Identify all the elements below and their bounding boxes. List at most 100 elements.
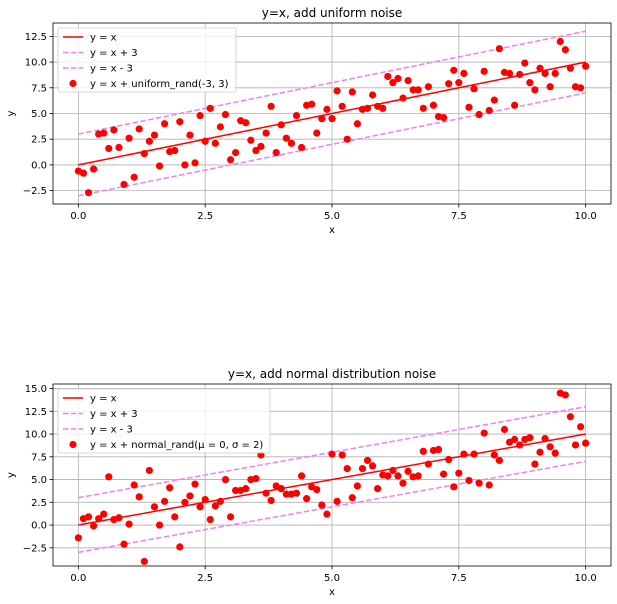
- scatter-point: [490, 451, 498, 459]
- scatter-point: [100, 510, 108, 518]
- scatter-point: [79, 169, 88, 177]
- scatter-point: [161, 497, 169, 505]
- scatter-point: [292, 489, 301, 497]
- x-tick-label: 5.0: [324, 211, 340, 222]
- y-tick-label: 7.5: [31, 83, 47, 94]
- scatter-point: [475, 479, 483, 487]
- x-tick-label: 7.5: [451, 211, 467, 222]
- y-tick-label: 10.0: [25, 58, 47, 69]
- chart-uniform-noise: 0.0 2.5 5.0 7.5 10.0 −2.5 0.0 2.5 5.0 7.5 10.0 12.5…: [6, 6, 612, 236]
- scatter-point: [450, 483, 458, 491]
- scatter-point: [536, 64, 544, 72]
- scatter-point: [262, 489, 270, 497]
- scatter-point: [216, 123, 224, 131]
- scatter-point: [338, 102, 346, 110]
- scatter-point: [455, 79, 463, 87]
- scatter-point: [475, 110, 483, 119]
- scatter-point: [135, 125, 143, 133]
- scatter-point: [318, 115, 326, 123]
- scatter-point: [176, 118, 184, 126]
- scatter-point: [500, 425, 509, 434]
- scatter-point: [495, 456, 503, 465]
- x-tick-label: 0.0: [70, 573, 86, 584]
- scatter-point: [161, 120, 169, 128]
- chart-title: y=x, add uniform noise: [262, 6, 403, 20]
- plot-area: [74, 389, 590, 566]
- scatter-point: [389, 466, 397, 475]
- scatter-point: [455, 469, 463, 477]
- scatter-point: [384, 472, 392, 480]
- legend-label-1: y = x + 3: [90, 409, 138, 420]
- scatter-point: [394, 74, 402, 83]
- scatter-point: [297, 143, 306, 152]
- scatter-point: [211, 502, 219, 510]
- scatter-point: [368, 462, 377, 470]
- plot-area: [74, 30, 590, 197]
- scatter-point: [445, 455, 453, 464]
- scatter-point: [419, 447, 427, 455]
- scatter-point: [440, 114, 448, 122]
- scatter-point: [348, 494, 356, 502]
- scatter-point: [368, 91, 377, 99]
- scatter-point: [232, 486, 240, 495]
- scatter-point: [490, 96, 498, 104]
- legend-swatch-point: [69, 440, 77, 449]
- scatter-point: [84, 189, 93, 197]
- scatter-point: [282, 134, 290, 142]
- scatter-point: [551, 69, 559, 77]
- x-tick-label: 2.5: [197, 573, 213, 584]
- scatter-point: [374, 485, 382, 493]
- scatter-point: [216, 497, 224, 505]
- scatter-point: [221, 475, 230, 484]
- scatter-point: [267, 102, 275, 110]
- scatter-point: [556, 37, 564, 46]
- scatter-point: [277, 485, 285, 493]
- scatter-point: [465, 103, 473, 111]
- y-tick-label: 7.5: [31, 452, 47, 463]
- y-tick-label: 5.0: [31, 475, 47, 486]
- scatter-point: [353, 120, 361, 128]
- x-axis-label: x: [329, 225, 335, 236]
- y-tick-label: 0.0: [31, 521, 47, 532]
- y-tick-label: 5.0: [31, 109, 47, 120]
- scatter-point: [353, 482, 361, 490]
- scatter-point: [115, 514, 123, 522]
- scatter-point: [328, 450, 336, 458]
- scatter-point: [419, 104, 427, 112]
- scatter-point: [196, 503, 204, 511]
- scatter-point: [323, 510, 331, 518]
- scatter-point: [318, 501, 326, 509]
- scatter-point: [424, 83, 432, 91]
- x-tick-label: 10.0: [575, 211, 597, 222]
- scatter-point: [414, 86, 422, 94]
- x-tick-label: 2.5: [197, 211, 213, 222]
- y-axis-label: y: [6, 472, 17, 478]
- scatter-point: [566, 413, 575, 421]
- x-tick-label: 7.5: [451, 573, 467, 584]
- scatter-point: [191, 159, 199, 167]
- scatter-point: [582, 439, 590, 447]
- legend: y = x y = x + 3 y = x - 3 y = x + normal_ra…: [57, 388, 271, 454]
- y-tick-label: 2.5: [31, 498, 47, 509]
- scatter-point: [480, 67, 488, 75]
- legend-box: [57, 388, 271, 454]
- scatter-point: [171, 513, 179, 521]
- scatter-point: [140, 150, 148, 158]
- legend-label-1: y = x + 3: [90, 48, 138, 59]
- scatter-point: [404, 467, 412, 475]
- scatter-point: [287, 139, 296, 147]
- scatter-point: [343, 465, 351, 473]
- scatter-point: [226, 513, 235, 521]
- scatter-point: [424, 460, 432, 468]
- scatter-point: [100, 129, 108, 137]
- scatter-point: [505, 69, 514, 77]
- scatter-point: [186, 492, 194, 500]
- scatter-point: [125, 520, 133, 528]
- scatter-point: [186, 131, 194, 139]
- scatter-point: [221, 110, 230, 119]
- scatter-point: [323, 105, 331, 113]
- scatter-point: [125, 134, 133, 142]
- scatter-point: [399, 479, 407, 487]
- y-tick-label: −2.5: [23, 543, 47, 554]
